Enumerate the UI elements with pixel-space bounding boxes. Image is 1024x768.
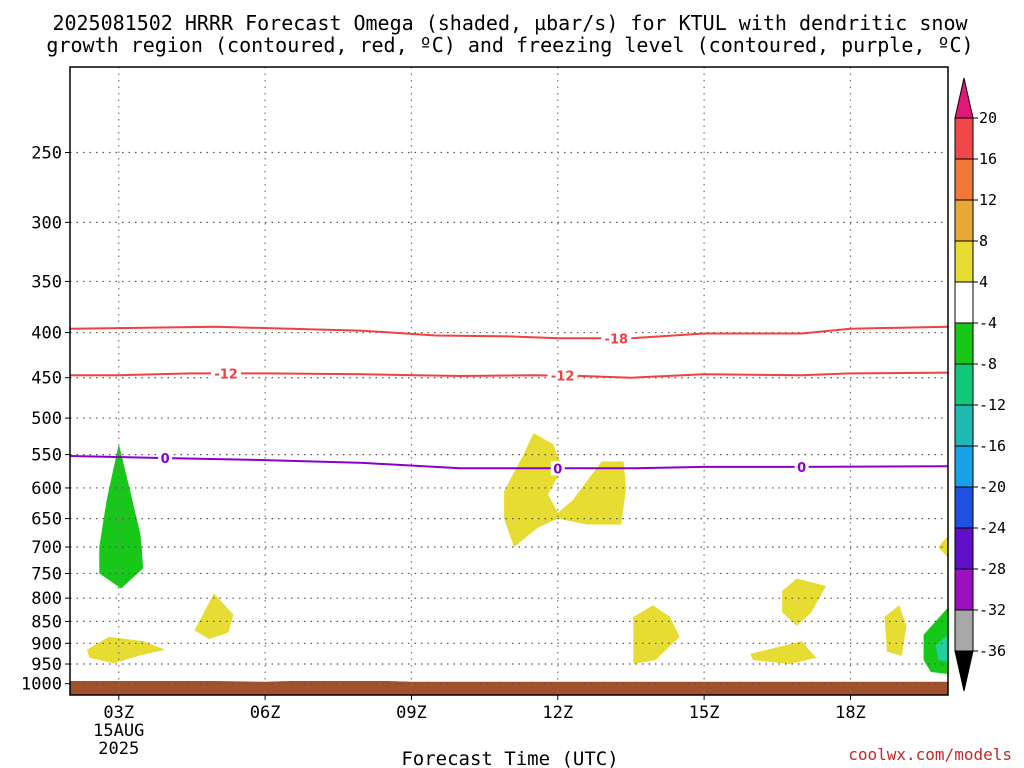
contour-label-bg-0-1 (550, 461, 565, 476)
colorbar-segment-12 (954, 609, 974, 652)
x-date-label-1: 2025 (98, 739, 139, 759)
omega-region-5 (750, 641, 817, 664)
x-tick-label-15Z: 15Z (689, 703, 720, 723)
colorbar-label-1: 16 (979, 150, 997, 168)
x-tick-label-12Z: 12Z (542, 703, 573, 723)
y-tick-label-1000: 1000 (21, 675, 62, 695)
colorbar-label-8: -16 (979, 437, 1006, 455)
plot-area: -18 -12 -12 0 0 0 250 300 350 400 450 500 550 600 650 7… (21, 66, 949, 759)
omega-colorbar: 20 16 12 8 4 -4 -8 -12 -16 -20 -24 -28 -32 -36 (954, 77, 1006, 692)
y-tick-label-300: 300 (31, 213, 62, 233)
colorbar-label-2: 12 (979, 191, 997, 209)
colorbar-top-arrow (954, 77, 974, 119)
colorbar-segment-0 (954, 117, 974, 160)
colorbar-label-12: -32 (979, 601, 1006, 619)
y-tick-label-950: 950 (31, 655, 62, 675)
colorbar-segment-1 (954, 158, 974, 201)
omega-region-8 (99, 444, 144, 589)
x-date-label-0: 15AUG (93, 721, 144, 741)
plot-frame (69, 66, 949, 696)
source-credit: coolwx.com/models (848, 745, 1012, 764)
colorbar-segment-4 (954, 281, 974, 324)
colorbar-label-0: 20 (979, 109, 997, 127)
omega-region-2 (194, 593, 234, 639)
x-tick-label-06Z: 06Z (250, 703, 281, 723)
x-tick-label-03Z: 03Z (103, 703, 134, 723)
contour-line-0 (70, 455, 948, 470)
x-tick-label-18Z: 18Z (835, 703, 866, 723)
omega-region-4 (782, 578, 827, 626)
x-axis-label: Forecast Time (UTC) (401, 748, 618, 768)
contour-label--12-1: -12 (551, 370, 575, 385)
contour-label-bg-0-2 (794, 459, 809, 474)
contour-label--18-0: -18 (605, 332, 629, 347)
colorbar-segment-7 (954, 404, 974, 447)
colorbar-label-9: -20 (979, 478, 1006, 496)
contour-label-bg--18-0 (601, 331, 632, 346)
colorbar-segment-3 (954, 240, 974, 283)
omega-region-10 (935, 634, 948, 662)
colorbar-segment-10 (954, 527, 974, 570)
colorbar-label-5: -4 (979, 314, 997, 332)
chart-title-line-1: 2025081502 HRRR Forecast Omega (shaded, … (52, 11, 968, 35)
y-tick-label-500: 500 (31, 409, 62, 429)
colorbar-segment-9 (954, 486, 974, 529)
contour-label-bg-0-0 (158, 451, 173, 466)
omega-region-7 (938, 535, 948, 558)
colorbar-label-4: 4 (979, 273, 988, 291)
y-tick-label-450: 450 (31, 369, 62, 389)
y-tick-label-750: 750 (31, 564, 62, 584)
y-tick-label-400: 400 (31, 324, 62, 344)
colorbar-segment-2 (954, 199, 974, 242)
contour-label-bg--12-1 (547, 368, 578, 383)
omega-region-0 (504, 433, 627, 547)
y-tick-label-850: 850 (31, 612, 62, 632)
colorbar-label-13: -36 (979, 642, 1006, 660)
y-tick-label-250: 250 (31, 143, 62, 163)
y-tick-label-550: 550 (31, 446, 62, 466)
chart-title-line-2: growth region (contoured, red, ºC) and f… (46, 33, 973, 57)
x-tick-label-09Z: 09Z (396, 703, 427, 723)
y-tick-label-650: 650 (31, 510, 62, 530)
contour-line--18 (70, 325, 948, 340)
y-tick-label-600: 600 (31, 479, 62, 499)
colorbar-label-10: -24 (979, 519, 1006, 537)
colorbar-label-11: -28 (979, 560, 1006, 578)
colorbar-segment-8 (954, 445, 974, 488)
y-tick-label-900: 900 (31, 634, 62, 654)
colorbar-segment-5 (954, 322, 974, 365)
omega-region-1 (87, 636, 166, 664)
contour-label-0-1: 0 (553, 462, 562, 477)
contour-label-0-0: 0 (161, 452, 170, 467)
colorbar-segment-11 (954, 568, 974, 611)
plot-content: -18 -12 -12 0 0 0 (70, 67, 948, 695)
contour-label-0-2: 0 (797, 461, 806, 476)
colorbar-label-6: -8 (979, 355, 997, 373)
y-tick-label-350: 350 (31, 272, 62, 292)
y-tick-label-700: 700 (31, 538, 62, 558)
colorbar-bottom-arrow (954, 650, 974, 692)
contour-line--12 (70, 371, 948, 379)
contour-label-bg--12-0 (211, 366, 242, 381)
colorbar-label-7: -12 (979, 396, 1006, 414)
colorbar-segment-6 (954, 363, 974, 406)
y-tick-label-800: 800 (31, 589, 62, 609)
ground-surface (70, 681, 948, 695)
contour-label--12-0: -12 (214, 367, 238, 382)
omega-region-3 (633, 605, 680, 664)
colorbar-label-3: 8 (979, 232, 988, 250)
